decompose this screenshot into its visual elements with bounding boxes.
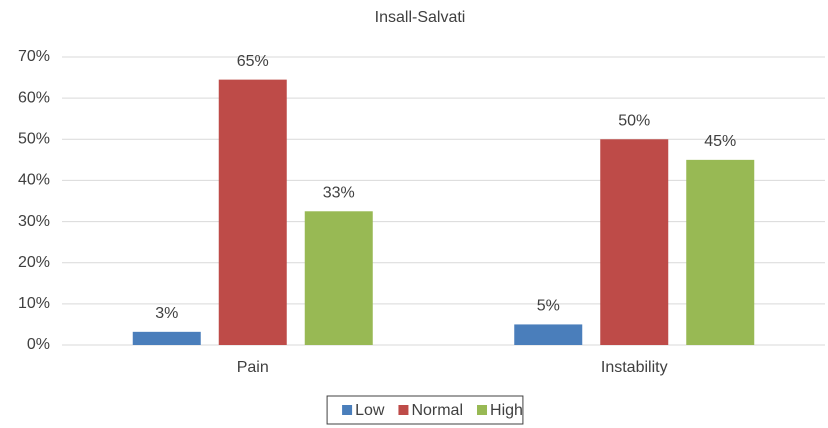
- data-label: 65%: [237, 53, 269, 70]
- x-tick-label: Pain: [237, 359, 269, 376]
- data-label: 45%: [704, 133, 736, 150]
- bar: [132, 331, 201, 345]
- legend: Low Normal High: [326, 395, 524, 425]
- legend-swatch: [342, 405, 353, 415]
- y-tick-label: 20%: [18, 254, 50, 271]
- y-tick-label: 30%: [18, 213, 50, 230]
- bar: [686, 159, 755, 345]
- bar: [304, 211, 373, 345]
- data-label: 33%: [323, 185, 355, 202]
- bar: [600, 139, 669, 345]
- y-tick-label: 10%: [18, 295, 50, 312]
- y-tick-label: 50%: [18, 131, 50, 148]
- legend-label: Low: [355, 402, 385, 419]
- chart-title: Insall-Salvati: [375, 9, 466, 26]
- legend-label: Normal: [411, 402, 463, 419]
- data-label: 3%: [155, 305, 178, 322]
- legend-swatch: [477, 405, 488, 415]
- data-label: 50%: [618, 113, 650, 130]
- legend-swatch: [398, 405, 409, 415]
- y-tick-label: 60%: [18, 89, 50, 106]
- bar: [514, 324, 583, 345]
- bar: [218, 79, 287, 345]
- y-tick-label: 70%: [18, 48, 50, 65]
- legend-label: High: [490, 402, 523, 419]
- legend-box: [326, 395, 524, 425]
- x-tick-label: Instability: [601, 359, 668, 376]
- data-label: 5%: [537, 298, 560, 315]
- y-tick-label: 0%: [27, 336, 50, 353]
- y-tick-label: 40%: [18, 172, 50, 189]
